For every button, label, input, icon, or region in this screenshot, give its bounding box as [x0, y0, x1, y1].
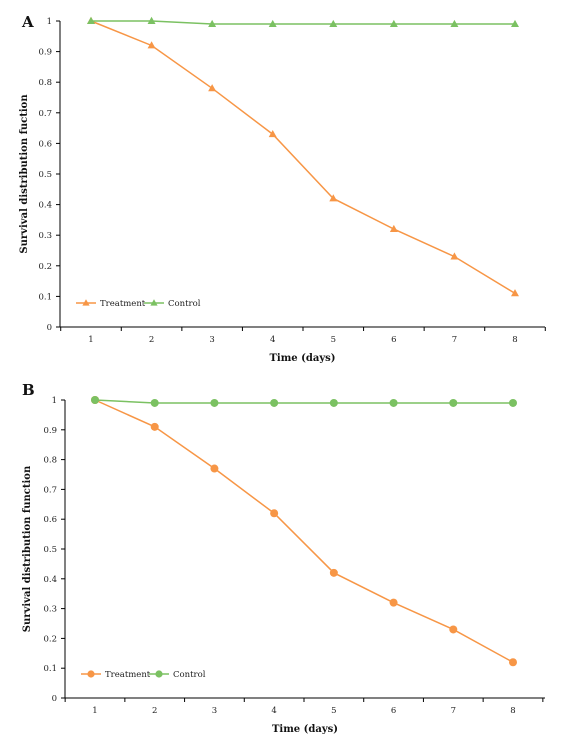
legend-marker-treatment [82, 299, 90, 306]
y-tick-label: 0.7 [43, 485, 57, 495]
data-point-control [87, 16, 95, 24]
x-tick-label: 4 [271, 706, 276, 716]
data-point-treatment [329, 194, 338, 202]
data-point-control [389, 398, 398, 407]
y-tick-label: 0 [47, 323, 52, 333]
x-tick-label: 2 [152, 706, 157, 716]
data-point-control [150, 398, 159, 407]
y-tick-label: 0.3 [38, 231, 52, 241]
y-axis-title: Survival distribution fuction [19, 94, 30, 254]
series-line-treatment [94, 399, 514, 663]
data-point-control [389, 19, 398, 27]
legend-marker-control [150, 299, 158, 306]
y-tick-label: 0.8 [38, 78, 52, 88]
x-tick-label: 5 [331, 706, 336, 716]
data-point-treatment [449, 625, 458, 634]
y-tick-label: 0.1 [38, 292, 52, 302]
y-tick-label: 0.2 [38, 262, 52, 272]
x-tick-label: 6 [391, 706, 396, 716]
data-point-treatment [210, 464, 219, 473]
x-tick-label: 1 [88, 335, 93, 345]
x-tick-label: 8 [510, 706, 515, 716]
x-tick-label: 6 [391, 335, 396, 345]
chart-panel-a: A 0 0.1 0.2 0.3 0.4 0.5 0.6 0.7 0.8 0.9 1 1 2 3 4 5 6 7 8 Ti… [19, 13, 546, 364]
x-tick-label: 8 [512, 335, 517, 345]
x-axis-title: Time (days) [269, 353, 335, 364]
data-point-treatment [389, 598, 398, 607]
series-line-control [94, 399, 513, 404]
x-tick-label: 7 [452, 335, 457, 345]
data-point-control [91, 396, 99, 404]
panel-letter: B [22, 381, 35, 399]
x-tick-label: 5 [331, 335, 336, 345]
data-point-control [329, 398, 338, 407]
data-point-control [329, 19, 338, 27]
data-point-treatment [450, 252, 459, 260]
panel-letter: A [21, 13, 34, 31]
data-point-control [270, 398, 279, 407]
data-point-control [268, 19, 277, 27]
y-tick-label: 0.1 [43, 664, 57, 674]
y-tick-label: 0.4 [38, 201, 52, 211]
legend-marker-control [155, 670, 163, 678]
chart-panel-b: B 0 0.1 0.2 0.3 0.4 0.5 0.6 0.7 0.8 0.9 1 1 2 3 4 5 6 7 8 Ti… [22, 381, 545, 735]
x-axis-title: Time (days) [272, 724, 338, 735]
data-point-treatment [147, 41, 156, 49]
legend-label-treatment: Treatment [100, 299, 146, 309]
x-tick-label: 3 [212, 706, 217, 716]
x-tick-label: 4 [270, 335, 275, 345]
data-point-treatment [511, 289, 519, 297]
legend-label-treatment: Treatment [105, 670, 151, 680]
y-tick-label: 0.6 [38, 139, 52, 149]
y-tick-label: 0.5 [38, 170, 52, 180]
y-tick-label: 0.6 [43, 515, 57, 525]
data-point-treatment [150, 422, 159, 431]
data-point-control [449, 398, 458, 407]
data-point-control [210, 398, 219, 407]
data-point-control [147, 16, 156, 24]
data-point-treatment [268, 130, 277, 138]
legend-label-control: Control [168, 299, 201, 309]
y-tick-label: 0.9 [38, 48, 52, 58]
y-tick-label: 0.4 [43, 575, 57, 585]
x-tick-label: 1 [92, 706, 97, 716]
data-point-control [450, 19, 459, 27]
data-point-treatment [208, 84, 217, 92]
y-tick-label: 1 [52, 396, 57, 406]
y-tick-label: 0 [52, 694, 57, 704]
y-tick-label: 0.3 [43, 605, 57, 615]
y-tick-label: 0.2 [43, 634, 57, 644]
x-tick-label: 7 [451, 706, 456, 716]
data-point-control [208, 19, 217, 27]
series-line-treatment [90, 20, 516, 294]
data-point-treatment [329, 568, 338, 577]
series-line-control [91, 20, 515, 25]
data-point-treatment [509, 658, 517, 667]
legend-marker-treatment [87, 670, 95, 678]
data-point-treatment [270, 509, 279, 518]
y-tick-label: 0.9 [43, 426, 57, 436]
x-tick-label: 3 [209, 335, 214, 345]
y-tick-label: 1 [47, 17, 52, 27]
data-point-control [509, 398, 517, 407]
legend-label-control: Control [173, 670, 206, 680]
y-tick-label: 0.8 [43, 456, 57, 466]
data-point-control [511, 19, 519, 27]
y-axis-title: Survival distribution function [22, 465, 33, 632]
y-tick-label: 0.7 [38, 109, 52, 119]
data-point-treatment [389, 224, 398, 233]
y-tick-label: 0.5 [43, 545, 57, 555]
x-tick-label: 2 [149, 335, 154, 345]
